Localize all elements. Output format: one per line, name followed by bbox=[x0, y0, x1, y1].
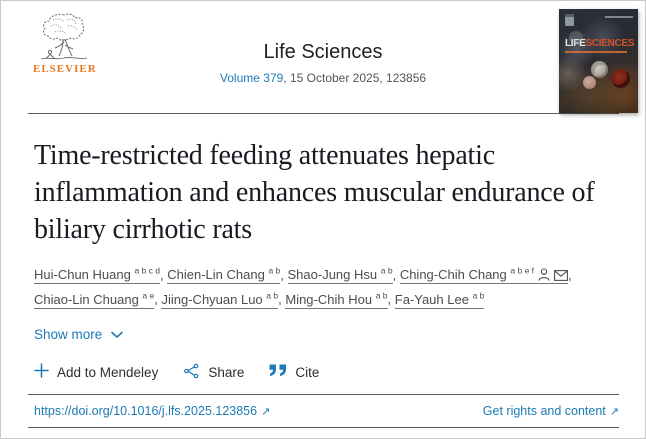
issue-date-text: , 15 October 2025, 123856 bbox=[283, 71, 427, 85]
corresponding-author-icon bbox=[538, 264, 550, 285]
author-name: Fa-Yauh Lee bbox=[394, 291, 469, 307]
header-divider bbox=[28, 113, 619, 114]
email-icon bbox=[554, 264, 568, 285]
author-link[interactable]: Chiao-Lin Chuang a e bbox=[34, 290, 155, 309]
cover-tagline bbox=[565, 51, 627, 53]
footer-bottom-divider bbox=[28, 426, 619, 428]
author-link[interactable]: Shao-Jung Hsu a b bbox=[287, 266, 393, 285]
share-button[interactable]: Share bbox=[183, 363, 244, 382]
double-quote-icon bbox=[269, 364, 287, 380]
cover-masthead: LIFESCIENCES bbox=[565, 38, 635, 49]
external-link-icon: ↗ bbox=[261, 404, 271, 418]
cover-cell-pink bbox=[583, 76, 596, 89]
show-more-button[interactable]: Show more bbox=[34, 326, 124, 342]
elsevier-wordmark: ELSEVIER bbox=[33, 63, 97, 75]
share-nodes-icon bbox=[183, 363, 200, 382]
cover-bokeh-circle bbox=[569, 31, 583, 45]
author-affiliation-sup: a e bbox=[142, 290, 155, 301]
chevron-down-icon bbox=[111, 327, 124, 342]
journal-title-link[interactable]: Life Sciences bbox=[263, 41, 383, 63]
author-affiliation-sup: a b bbox=[375, 290, 388, 301]
cover-elsevier-mark-icon bbox=[565, 14, 574, 26]
add-to-mendeley-label: Add to Mendeley bbox=[57, 364, 159, 380]
cover-title-sciences: SCIENCES bbox=[585, 38, 635, 49]
elsevier-logo[interactable]: ELSEVIER bbox=[33, 12, 97, 75]
author-affiliation-sup: a b bbox=[266, 290, 279, 301]
author-affiliation-sup: a b e f bbox=[510, 266, 535, 276]
author-name: Chien-Lin Chang bbox=[167, 267, 265, 283]
cite-label: Cite bbox=[295, 364, 320, 380]
cover-smallprint bbox=[605, 16, 633, 18]
share-label: Share bbox=[208, 364, 245, 380]
article-title: Time-restricted feeding attenuates hepat… bbox=[34, 140, 595, 245]
add-to-mendeley-button[interactable]: Add to Mendeley bbox=[34, 363, 158, 381]
author-link[interactable]: Chien-Lin Chang a b bbox=[167, 266, 281, 285]
elsevier-tree-icon bbox=[33, 12, 95, 62]
show-more-label: Show more bbox=[34, 326, 103, 342]
author-link[interactable]: Hui-Chun Huang a b c d bbox=[34, 266, 160, 285]
author-affiliation-sup: a b bbox=[472, 290, 485, 301]
cover-title-life: LIFE bbox=[565, 38, 586, 49]
cover-cell-red bbox=[611, 69, 630, 88]
plus-icon bbox=[34, 363, 49, 381]
external-link-icon: ↗ bbox=[609, 404, 619, 418]
article-header-section: Time-restricted feeding attenuates hepat… bbox=[1, 137, 645, 382]
author-link[interactable]: Jiing-Chyuan Luo a b bbox=[161, 290, 279, 309]
author-link[interactable]: Fa-Yauh Lee a b bbox=[394, 290, 485, 309]
issue-line: Volume 379, 15 October 2025, 123856 bbox=[141, 71, 505, 85]
action-toolbar: Add to Mendeley Share bbox=[34, 363, 619, 382]
author-link[interactable]: Ming-Chih Hou a b bbox=[285, 290, 388, 309]
doi-rights-bar: https://doi.org/10.1016/j.lfs.2025.12385… bbox=[1, 395, 645, 427]
cover-cell-gray bbox=[591, 61, 608, 78]
volume-link[interactable]: Volume 379 bbox=[219, 71, 284, 85]
author-name: Ching-Chih Chang bbox=[399, 267, 507, 283]
journal-cover-thumbnail[interactable]: LIFESCIENCES bbox=[559, 9, 638, 113]
doi-link[interactable]: https://doi.org/10.1016/j.lfs.2025.12385… bbox=[34, 403, 258, 418]
author-link[interactable]: Ching-Chih Chang a b e f bbox=[399, 264, 569, 285]
author-name: Ming-Chih Hou bbox=[285, 291, 373, 307]
author-name: Shao-Jung Hsu bbox=[287, 267, 378, 283]
author-affiliation-sup: a b bbox=[268, 266, 281, 276]
cite-button[interactable]: Cite bbox=[269, 364, 319, 380]
journal-banner: Life Sciences Volume 379, 15 October 202… bbox=[141, 41, 505, 85]
author-list: Hui-Chun Huang a b c d, Chien-Lin Chang … bbox=[34, 264, 572, 309]
author-name: Jiing-Chyuan Luo bbox=[161, 291, 263, 307]
footer-top-divider bbox=[28, 393, 619, 395]
journal-header: ELSEVIER Life Sciences Volume 379, 15 Oc… bbox=[1, 1, 645, 113]
get-rights-link[interactable]: Get rights and content bbox=[482, 403, 606, 418]
author-affiliation-sup: a b c d bbox=[134, 266, 160, 276]
author-name: Chiao-Lin Chuang bbox=[34, 291, 139, 307]
author-affiliation-sup: a b bbox=[380, 266, 393, 276]
author-name: Hui-Chun Huang bbox=[34, 267, 131, 283]
